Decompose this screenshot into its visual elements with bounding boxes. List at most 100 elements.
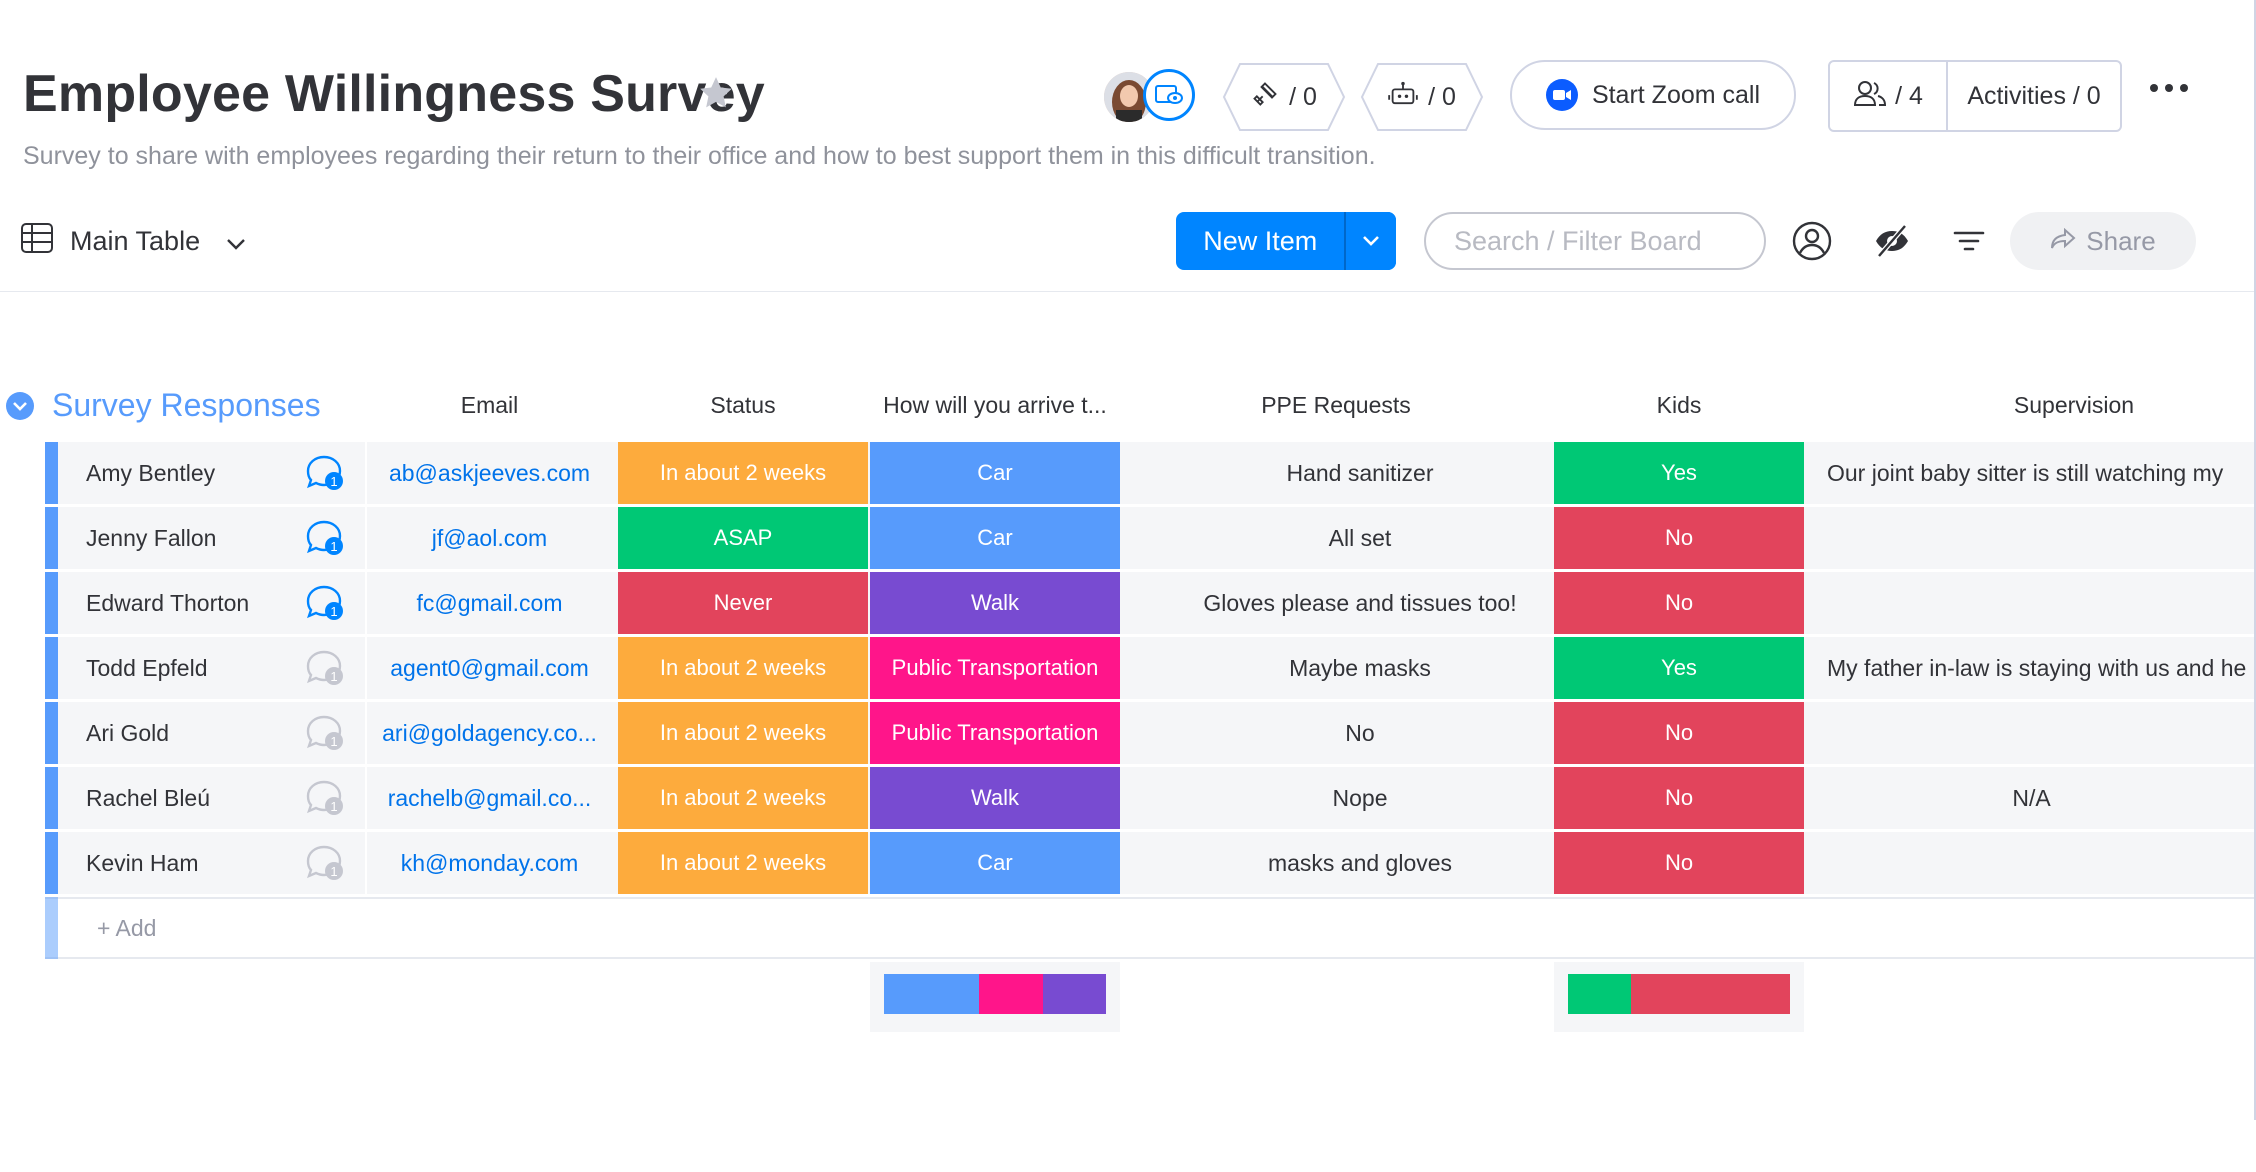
members-button[interactable]: / 4: [1830, 62, 1948, 130]
supervision-cell[interactable]: N/A: [2012, 784, 2051, 811]
filter-icon[interactable]: [1952, 220, 1986, 267]
updates-icon[interactable]: 1: [295, 637, 357, 699]
updates-icon[interactable]: 1: [295, 572, 357, 634]
add-item-row[interactable]: + Add: [45, 897, 2256, 959]
updates-icon[interactable]: 1: [295, 832, 357, 894]
item-name[interactable]: Amy Bentley: [58, 442, 358, 504]
start-zoom-call-button[interactable]: Start Zoom call: [1510, 60, 1796, 130]
add-item-input[interactable]: + Add: [97, 915, 157, 941]
email-cell[interactable]: ab@askjeeves.com: [388, 459, 591, 486]
ppe-cell[interactable]: Maybe masks: [1289, 654, 1431, 681]
hide-columns-icon[interactable]: [1873, 220, 1911, 267]
kids-cell[interactable]: Yes: [1554, 637, 1804, 699]
scrollbar[interactable]: [2254, 0, 2256, 1120]
arrival-cell[interactable]: Car: [870, 832, 1120, 894]
automations-button[interactable]: / 0: [1360, 62, 1484, 132]
summary-segment-walk: [1042, 974, 1106, 1014]
ppe-cell[interactable]: All set: [1328, 524, 1392, 551]
updates-icon[interactable]: 1: [295, 767, 357, 829]
svg-text:1: 1: [330, 474, 337, 489]
summary-segment-public-transportation: [979, 974, 1043, 1014]
arrival-cell[interactable]: Car: [870, 507, 1120, 569]
group-title[interactable]: Survey Responses: [52, 387, 321, 423]
column-header-supervision[interactable]: Supervision: [2013, 392, 2135, 418]
email-cell[interactable]: kh@monday.com: [400, 849, 579, 876]
integrations-count: / 0: [1289, 82, 1317, 111]
kids-cell[interactable]: No: [1554, 507, 1804, 569]
view-selector[interactable]: Main Table: [20, 222, 246, 261]
column-header-kids[interactable]: Kids: [1656, 392, 1702, 418]
integrations-button[interactable]: / 0: [1222, 62, 1346, 132]
column-header-email[interactable]: Email: [460, 392, 519, 418]
status-cell[interactable]: Never: [618, 572, 868, 634]
new-item-dropdown-icon[interactable]: [1344, 212, 1396, 270]
email-cell[interactable]: ari@goldagency.co...: [382, 719, 597, 746]
arrival-cell[interactable]: Walk: [870, 767, 1120, 829]
status-cell[interactable]: In about 2 weeks: [618, 767, 868, 829]
email-cell[interactable]: jf@aol.com: [431, 524, 548, 551]
share-button[interactable]: Share: [2010, 212, 2196, 270]
updates-icon[interactable]: 1: [295, 702, 357, 764]
table-row[interactable]: Amy Bentley 1 ab@askjeeves.com In about …: [45, 442, 2256, 504]
supervision-cell[interactable]: [1807, 702, 2256, 764]
arrival-cell[interactable]: Public Transportation: [870, 637, 1120, 699]
table-row[interactable]: Jenny Fallon 1 jf@aol.com ASAP Car All s…: [45, 507, 2256, 569]
supervision-cell[interactable]: [1807, 832, 2256, 894]
arrival-cell[interactable]: Walk: [870, 572, 1120, 634]
group-collapse-icon[interactable]: [6, 392, 34, 420]
updates-icon[interactable]: 1: [295, 442, 357, 504]
integrations-icon: [1251, 80, 1279, 115]
svg-text:1: 1: [330, 604, 337, 619]
arrival-summary[interactable]: [870, 962, 1120, 1032]
kids-cell[interactable]: Yes: [1554, 442, 1804, 504]
person-filter-icon[interactable]: [1791, 220, 1833, 267]
email-cell[interactable]: fc@gmail.com: [416, 589, 563, 616]
kids-cell[interactable]: No: [1554, 832, 1804, 894]
summary-segment-no: [1631, 974, 1790, 1014]
supervision-cell[interactable]: [1807, 572, 2256, 634]
table-row[interactable]: Ari Gold 1 ari@goldagency.co... In about…: [45, 702, 2256, 764]
ppe-cell[interactable]: masks and gloves: [1267, 849, 1453, 876]
ppe-cell[interactable]: Gloves please and tissues too!: [1203, 589, 1517, 616]
search-filter-input[interactable]: [1424, 212, 1766, 270]
column-header-status[interactable]: Status: [710, 392, 776, 418]
supervision-cell[interactable]: [1807, 507, 2256, 569]
table-row[interactable]: Rachel Bleú 1 rachelb@gmail.co... In abo…: [45, 767, 2256, 829]
board-viewers-icon[interactable]: [1143, 69, 1195, 121]
column-header-ppe[interactable]: PPE Requests: [1261, 392, 1411, 418]
kids-cell[interactable]: No: [1554, 572, 1804, 634]
email-cell[interactable]: agent0@gmail.com: [390, 654, 589, 681]
ppe-cell[interactable]: Hand sanitizer: [1286, 459, 1434, 486]
kids-cell[interactable]: No: [1554, 702, 1804, 764]
row-color-bar: [45, 637, 58, 699]
kids-summary[interactable]: [1554, 962, 1804, 1032]
email-cell[interactable]: rachelb@gmail.co...: [387, 784, 592, 811]
supervision-cell[interactable]: My father in-law is staying with us and …: [1827, 654, 2247, 681]
row-color-bar: [45, 832, 58, 894]
board-title[interactable]: Employee Willingness Survey: [23, 65, 765, 123]
status-cell[interactable]: ASAP: [618, 507, 868, 569]
supervision-cell[interactable]: Our joint baby sitter is still watching …: [1827, 459, 2224, 486]
table-row[interactable]: Todd Epfeld 1 agent0@gmail.com In about …: [45, 637, 2256, 699]
status-cell[interactable]: In about 2 weeks: [618, 702, 868, 764]
arrival-cell[interactable]: Public Transportation: [870, 702, 1120, 764]
share-arrow-icon: [2050, 226, 2076, 257]
table-row[interactable]: Edward Thorton 1 fc@gmail.com Never Walk…: [45, 572, 2256, 634]
star-icon[interactable]: [697, 74, 735, 117]
updates-icon[interactable]: 1: [295, 507, 357, 569]
activities-button[interactable]: Activities / 0: [1967, 81, 2101, 110]
new-item-button[interactable]: New Item: [1176, 212, 1396, 270]
board-description[interactable]: Survey to share with employees regarding…: [23, 142, 1376, 170]
kids-cell[interactable]: No: [1554, 767, 1804, 829]
more-options-icon[interactable]: [2150, 84, 2188, 92]
view-label: Main Table: [70, 226, 201, 256]
members-activities-widget[interactable]: / 4 Activities / 0: [1828, 60, 2122, 132]
arrival-cell[interactable]: Car: [870, 442, 1120, 504]
status-cell[interactable]: In about 2 weeks: [618, 637, 868, 699]
ppe-cell[interactable]: No: [1345, 719, 1375, 746]
status-cell[interactable]: In about 2 weeks: [618, 832, 868, 894]
table-row[interactable]: Kevin Ham 1 kh@monday.com In about 2 wee…: [45, 832, 2256, 894]
ppe-cell[interactable]: Nope: [1332, 784, 1388, 811]
status-cell[interactable]: In about 2 weeks: [618, 442, 868, 504]
column-header-arrival[interactable]: How will you arrive t...: [883, 392, 1107, 418]
